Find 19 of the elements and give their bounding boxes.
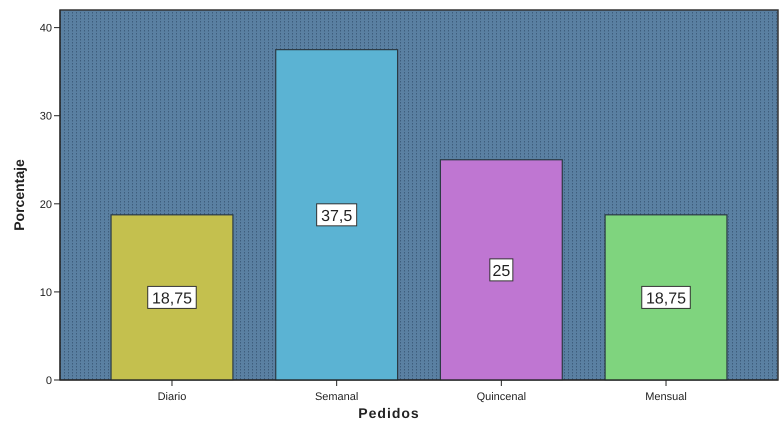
y-tick-label: 0: [46, 375, 52, 387]
data-label: 25: [492, 262, 510, 280]
data-label: 37,5: [321, 208, 352, 225]
x-axis-title: Pedidos: [358, 405, 420, 421]
y-tick-label: 30: [40, 110, 52, 123]
y-tick-label: 10: [40, 286, 52, 299]
bar: [275, 49, 398, 381]
bar: [604, 214, 728, 381]
data-label: 18,75: [152, 290, 192, 308]
y-axis-title: Porcentaje: [11, 158, 27, 231]
y-tick-label: 40: [40, 22, 52, 35]
x-tick-label: Mensual: [645, 391, 687, 403]
x-tick-label: Diario: [158, 391, 186, 403]
data-label: 18,75: [646, 290, 686, 308]
bar: [110, 214, 234, 381]
x-tick-label: Quincenal: [476, 391, 526, 403]
bar: [440, 159, 563, 381]
x-tick-label: Semanal: [314, 391, 358, 403]
y-tick-label: 20: [40, 198, 52, 211]
